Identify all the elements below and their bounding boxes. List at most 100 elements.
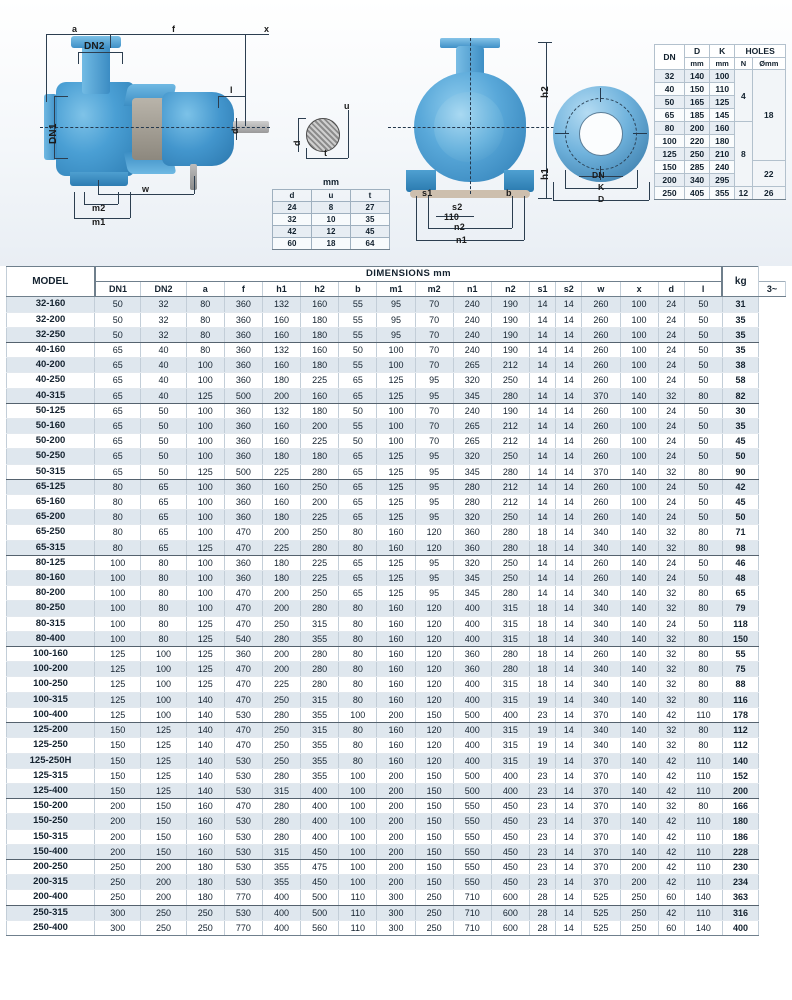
cell-h2: 225 bbox=[300, 570, 340, 587]
dim-flange-d-tick-right bbox=[649, 182, 650, 200]
cell-n1: 320 bbox=[452, 448, 492, 465]
cell-DN1: 150 bbox=[93, 737, 142, 754]
cell-s1: 23 bbox=[528, 829, 557, 845]
cell-f: 470 bbox=[223, 524, 263, 541]
cell-d: 24 bbox=[657, 312, 685, 328]
cell-model: 100-250 bbox=[6, 676, 95, 693]
cell-h1: 315 bbox=[261, 783, 302, 800]
keyway-table-row: 24 8 27 bbox=[272, 201, 390, 214]
cell-n2: 280 bbox=[490, 661, 530, 678]
cell-h1: 250 bbox=[261, 722, 302, 739]
cell-d: 24 bbox=[657, 418, 685, 435]
cell-a: 100 bbox=[185, 403, 225, 420]
volute-casing-side bbox=[56, 82, 134, 176]
cell-l: 50 bbox=[683, 327, 723, 344]
cell-m2: 70 bbox=[414, 327, 454, 344]
cell-m1: 100 bbox=[376, 433, 416, 450]
cell-f: 470 bbox=[223, 540, 263, 556]
cell-d: 32 bbox=[657, 585, 685, 602]
cell-h1: 160 bbox=[261, 418, 302, 435]
keyway-cell: 32 bbox=[272, 213, 312, 226]
keyway-dim-t-tick-left bbox=[306, 148, 307, 158]
cell-s2: 14 bbox=[555, 722, 583, 739]
cell-DN1: 50 bbox=[93, 296, 142, 313]
cell-n2: 250 bbox=[490, 448, 530, 465]
cell-h1: 250 bbox=[261, 616, 302, 632]
cell-w: 525 bbox=[581, 905, 621, 921]
cell-s2: 14 bbox=[555, 570, 583, 587]
dn-cell-dn: 200 bbox=[654, 173, 685, 187]
cell-x: 100 bbox=[619, 357, 659, 374]
table-row: 150-250 200 150 160 530 280 400 100 200 150 550 450… bbox=[6, 813, 786, 830]
cell-l: 50 bbox=[683, 357, 723, 374]
cell-f: 530 bbox=[223, 874, 263, 891]
cell-DN2: 40 bbox=[140, 357, 187, 374]
cell-weight-kg: 35 bbox=[721, 312, 759, 328]
cell-weight-kg: 178 bbox=[721, 707, 759, 724]
cell-DN2: 80 bbox=[140, 631, 187, 648]
cell-m2: 95 bbox=[414, 448, 454, 465]
dn-cell-d: 185 bbox=[683, 108, 711, 122]
cell-m1: 160 bbox=[376, 646, 416, 663]
cell-h1: 280 bbox=[261, 707, 302, 724]
cell-s2: 14 bbox=[555, 509, 583, 526]
cell-DN2: 32 bbox=[140, 327, 187, 344]
cell-a: 100 bbox=[185, 509, 225, 526]
cell-DN1: 250 bbox=[93, 889, 142, 906]
keyway-dim-t-line bbox=[306, 158, 348, 159]
cell-s1: 18 bbox=[528, 600, 557, 617]
cell-weight-kg: 116 bbox=[721, 692, 759, 708]
dn-table-row: 150 285 240 22 bbox=[654, 160, 787, 187]
flange-bore bbox=[579, 112, 623, 156]
cell-b: 80 bbox=[338, 600, 378, 617]
cell-DN2: 100 bbox=[140, 692, 187, 708]
cell-weight-kg: 75 bbox=[721, 661, 759, 678]
cell-s2: 14 bbox=[555, 813, 583, 830]
cell-n1: 345 bbox=[452, 388, 492, 404]
cell-DN1: 65 bbox=[93, 448, 142, 465]
dim-flange-d-tick-left bbox=[553, 182, 554, 200]
cell-d: 24 bbox=[657, 403, 685, 420]
cell-b: 100 bbox=[338, 813, 378, 830]
cell-x: 140 bbox=[619, 813, 659, 830]
cell-n1: 400 bbox=[452, 753, 492, 769]
cell-DN1: 80 bbox=[93, 479, 142, 496]
cell-b: 80 bbox=[338, 661, 378, 678]
cell-DN1: 200 bbox=[93, 844, 142, 860]
cell-l: 50 bbox=[683, 509, 723, 526]
cell-DN1: 80 bbox=[93, 540, 142, 556]
cell-h2: 400 bbox=[300, 798, 340, 815]
cell-n1: 500 bbox=[452, 768, 492, 784]
cell-s1: 18 bbox=[528, 661, 557, 678]
cell-m2: 120 bbox=[414, 616, 454, 632]
cell-a: 100 bbox=[185, 585, 225, 602]
cell-w: 260 bbox=[581, 342, 621, 359]
cell-h1: 250 bbox=[261, 737, 302, 754]
cell-a: 100 bbox=[185, 555, 225, 572]
cell-f: 540 bbox=[223, 631, 263, 648]
cell-DN1: 100 bbox=[93, 600, 142, 617]
table-row: 80-315 100 80 125 470 250 315 80 160 120 400 315 18 1… bbox=[6, 616, 786, 632]
cell-h1: 355 bbox=[261, 859, 302, 876]
cell-h1: 160 bbox=[261, 327, 302, 344]
cell-n1: 710 bbox=[452, 920, 492, 936]
cell-s1: 14 bbox=[528, 296, 557, 313]
cell-d: 32 bbox=[657, 661, 685, 678]
cell-f: 360 bbox=[223, 448, 263, 465]
cell-DN1: 300 bbox=[93, 905, 142, 921]
cell-n2: 250 bbox=[490, 570, 530, 587]
cell-b: 80 bbox=[338, 692, 378, 708]
dim-w-line bbox=[98, 194, 194, 195]
cell-a: 100 bbox=[185, 524, 225, 541]
dim-n2-line bbox=[428, 228, 512, 229]
cell-weight-kg: 118 bbox=[721, 616, 759, 632]
cell-d: 42 bbox=[657, 768, 685, 784]
cell-m1: 160 bbox=[376, 722, 416, 739]
cell-DN2: 125 bbox=[140, 768, 187, 784]
cell-h1: 280 bbox=[261, 768, 302, 784]
cell-DN1: 125 bbox=[93, 692, 142, 708]
table-row: 32-200 50 32 80 360 160 180 55 95 70 240 190 14 14 260… bbox=[6, 312, 786, 328]
cell-l: 80 bbox=[683, 600, 723, 617]
cell-f: 360 bbox=[223, 433, 263, 450]
cell-m2: 70 bbox=[414, 312, 454, 328]
